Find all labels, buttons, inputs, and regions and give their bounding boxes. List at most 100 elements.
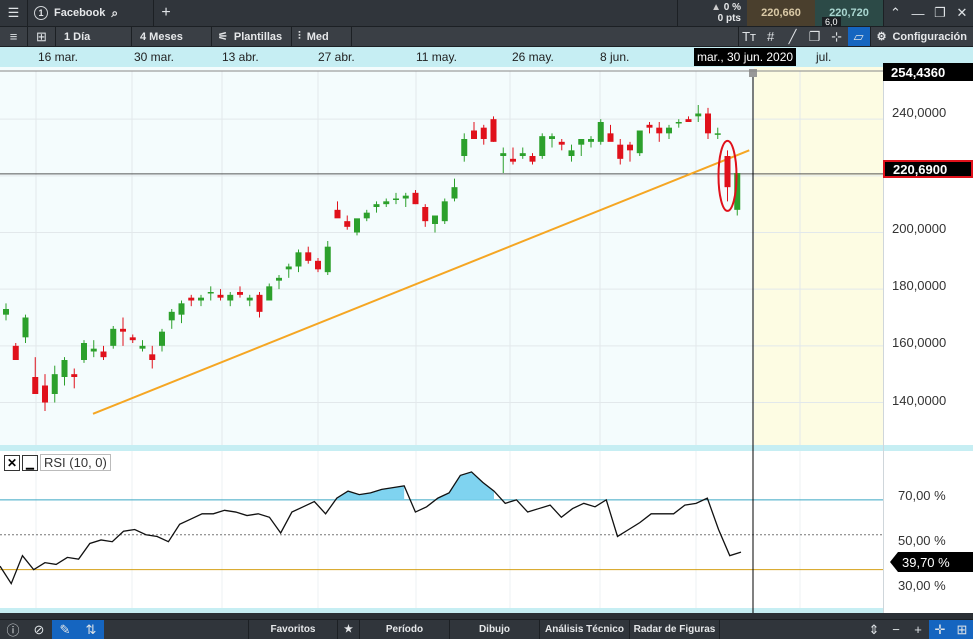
candle-up (139, 345, 146, 349)
rsi-title: RSI (10, 0) (40, 454, 111, 471)
date-label: 13 abr. (222, 50, 259, 64)
rsi-legend: ✕ ▁ RSI (10, 0) (4, 454, 111, 471)
move-icon[interactable]: ✛ (929, 620, 951, 639)
forecast-area (754, 67, 883, 445)
candle-up (714, 133, 721, 135)
grid-icon[interactable]: # (766, 29, 775, 44)
candle-up (266, 286, 273, 301)
price-label: 240,0000 (892, 105, 947, 120)
candle-up (549, 136, 555, 139)
rsi-axis-label: 30,00 % (898, 578, 946, 593)
close-indicator-icon[interactable]: ✕ (4, 454, 20, 471)
crosshair-icon[interactable]: ⊹ (831, 28, 843, 44)
gear-icon: ⚙ (876, 31, 887, 43)
bottom-strip (0, 608, 883, 613)
candle-down (149, 354, 156, 360)
candle-up (432, 215, 438, 224)
candle-up (354, 218, 360, 233)
grid-view-icon[interactable]: ⊞ (951, 620, 973, 639)
swap-icon[interactable]: ⇅ (78, 620, 104, 639)
candle-down (32, 377, 39, 394)
restore-icon[interactable]: ❐ (934, 5, 946, 20)
list-icon[interactable]: ≡ (0, 27, 28, 46)
candle-down (646, 124, 653, 128)
spread-badge: 6,0 (822, 17, 841, 27)
menu-icon[interactable]: ☰ (0, 0, 28, 26)
price-axis[interactable]: 240,0000 200,0000 180,0000 160,0000 140,… (883, 67, 973, 613)
pattern-radar-tab[interactable]: Radar de Figuras (630, 620, 720, 639)
candle-up (734, 173, 741, 210)
period-button[interactable]: 1 Día (56, 27, 132, 46)
candles-icon: ⫶ (298, 30, 301, 42)
block-icon[interactable]: ⊘ (33, 621, 45, 637)
price-label: 160,0000 (892, 335, 947, 350)
minimize-icon[interactable]: — (911, 5, 925, 21)
price-label: 200,0000 (892, 221, 947, 236)
instrument-tab[interactable]: 1 Facebook ⌕ (28, 0, 154, 26)
copy-icon[interactable]: ❐ (808, 28, 821, 44)
high-price-tag: 254,4360 (883, 63, 973, 81)
change-box: ▲ 0 % 0 pts (677, 0, 747, 26)
candle-up (159, 331, 165, 346)
period-tab[interactable]: Período (360, 620, 450, 639)
date-label: 16 mar. (38, 50, 79, 64)
candle-down (656, 127, 663, 134)
instrument-name: Facebook (54, 7, 106, 19)
candle-down (256, 294, 263, 312)
close-icon[interactable]: ✕ (956, 5, 968, 20)
range-button[interactable]: 4 Meses (132, 27, 212, 46)
text-size-icon[interactable]: Tт (737, 27, 760, 46)
label-icon[interactable]: ▱ (847, 27, 870, 46)
candle-up (22, 317, 29, 338)
cursor-handle[interactable] (749, 69, 757, 77)
date-axis-bar: 16 mar. 30 mar. 13 abr. 27 abr. 11 may. … (0, 47, 973, 67)
add-tab-icon[interactable]: + (161, 4, 171, 21)
drawing-tab[interactable]: Dibujo (450, 620, 540, 639)
chevron-up-icon[interactable]: ⌃ (883, 0, 907, 26)
search-icon[interactable]: ⌕ (111, 5, 119, 20)
candle-up (246, 297, 253, 301)
candle-up (597, 122, 604, 142)
layout-icon[interactable]: ⊞ (28, 27, 56, 46)
price-chart[interactable] (0, 67, 973, 613)
candle-down (100, 351, 107, 358)
price-label: 140,0000 (892, 393, 947, 408)
star-icon[interactable]: ★ (338, 620, 360, 639)
axis-separator (884, 445, 973, 451)
candle-up (451, 187, 458, 199)
rsi-current-tag: 39,70 % (890, 552, 973, 572)
minimize-indicator-icon[interactable]: ▁ (22, 454, 38, 471)
zoom-out-icon[interactable]: − (892, 622, 900, 637)
favorites-tab[interactable]: Favoritos (248, 620, 338, 639)
candle-up (363, 212, 370, 219)
candle-up (178, 303, 185, 315)
candle-up (461, 139, 468, 156)
candle-up (539, 136, 546, 156)
technical-analysis-tab[interactable]: Análisis Técnico (540, 620, 630, 639)
bid-price[interactable]: 220,660 (747, 0, 815, 26)
date-label: 26 may. (512, 50, 554, 64)
settings-button[interactable]: ⚙ Configuración (869, 27, 973, 46)
candle-up (90, 348, 97, 352)
candle-up (295, 252, 302, 267)
templates-button[interactable]: ⚟ Plantillas (212, 27, 292, 46)
change-percent: 0 % (723, 2, 741, 13)
indicator-button[interactable]: ⫶ Med (292, 27, 352, 46)
cursor-date-label: mar., 30 jun. 2020 (694, 48, 797, 66)
candle-down (480, 127, 487, 139)
candle-down (724, 156, 731, 188)
candle-down (705, 113, 711, 134)
candle-up (383, 201, 390, 205)
pencil-icon[interactable]: ✎ (52, 620, 78, 639)
fit-icon[interactable]: ⇕ (868, 621, 880, 637)
chart-area[interactable]: 240,0000 200,0000 180,0000 160,0000 140,… (0, 63, 973, 613)
zoom-in-icon[interactable]: + (914, 622, 922, 637)
candle-down (607, 133, 614, 142)
pane-separator[interactable] (0, 445, 883, 451)
info-icon[interactable]: ⓘ (6, 623, 20, 638)
rsi-line (0, 471, 742, 585)
candle-up (373, 204, 380, 207)
candle-down (617, 144, 624, 159)
date-label: 27 abr. (318, 50, 355, 64)
line-icon[interactable]: ╱ (788, 28, 797, 44)
